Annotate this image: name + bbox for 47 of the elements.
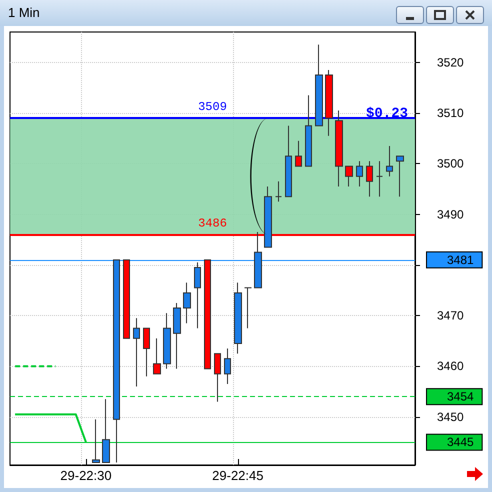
y-tick-label: 3490	[437, 207, 464, 222]
y-tick-label: 3500	[437, 156, 464, 171]
candlestick	[305, 94, 312, 167]
candlestick	[224, 348, 231, 384]
y-tick-label: 3520	[437, 55, 464, 70]
candlestick	[345, 166, 353, 187]
band-label: $0.23	[366, 106, 408, 122]
ref-line-label: 3445	[447, 435, 474, 450]
candlestick	[123, 259, 130, 339]
candlestick	[325, 69, 333, 136]
ref-line-label: 3454	[447, 390, 474, 404]
ref-line-label: 3481	[447, 252, 474, 267]
candlestick	[173, 302, 181, 370]
x-tick-label: 29-22:45	[212, 468, 264, 483]
candlestick	[133, 318, 140, 388]
candlestick	[153, 338, 161, 374]
candlestick	[356, 160, 363, 187]
candlestick	[396, 156, 404, 198]
x-tick-label: 29-22:30	[60, 468, 112, 483]
candlestick	[143, 328, 150, 377]
candlestick	[194, 262, 201, 329]
candlestick	[92, 418, 100, 463]
y-tick-label: 3450	[437, 410, 464, 424]
candlestick	[376, 160, 383, 198]
candlestick	[275, 180, 282, 202]
candlestick	[285, 125, 292, 198]
candlestick	[183, 282, 191, 324]
y-tick-label: 3470	[437, 308, 464, 323]
candlestick	[386, 145, 393, 177]
candlestick	[214, 353, 221, 402]
ref-line-label: 3509	[198, 100, 227, 114]
candlestick	[315, 44, 323, 126]
chart-title: 1 Min	[8, 5, 40, 20]
candlestick	[254, 232, 262, 288]
y-tick-label: 3510	[437, 106, 464, 120]
candlestick	[163, 312, 171, 370]
candlestick	[264, 186, 272, 248]
candlestick	[295, 140, 302, 167]
ref-line-label: 3486	[198, 216, 227, 231]
candlestick	[244, 287, 252, 329]
candlestick	[335, 110, 343, 187]
candlestick	[204, 259, 211, 370]
candlestick	[366, 160, 373, 198]
y-tick-label: 3460	[437, 359, 464, 374]
candlestick	[234, 282, 242, 354]
candlestick	[113, 259, 120, 463]
candlestick	[102, 398, 110, 463]
